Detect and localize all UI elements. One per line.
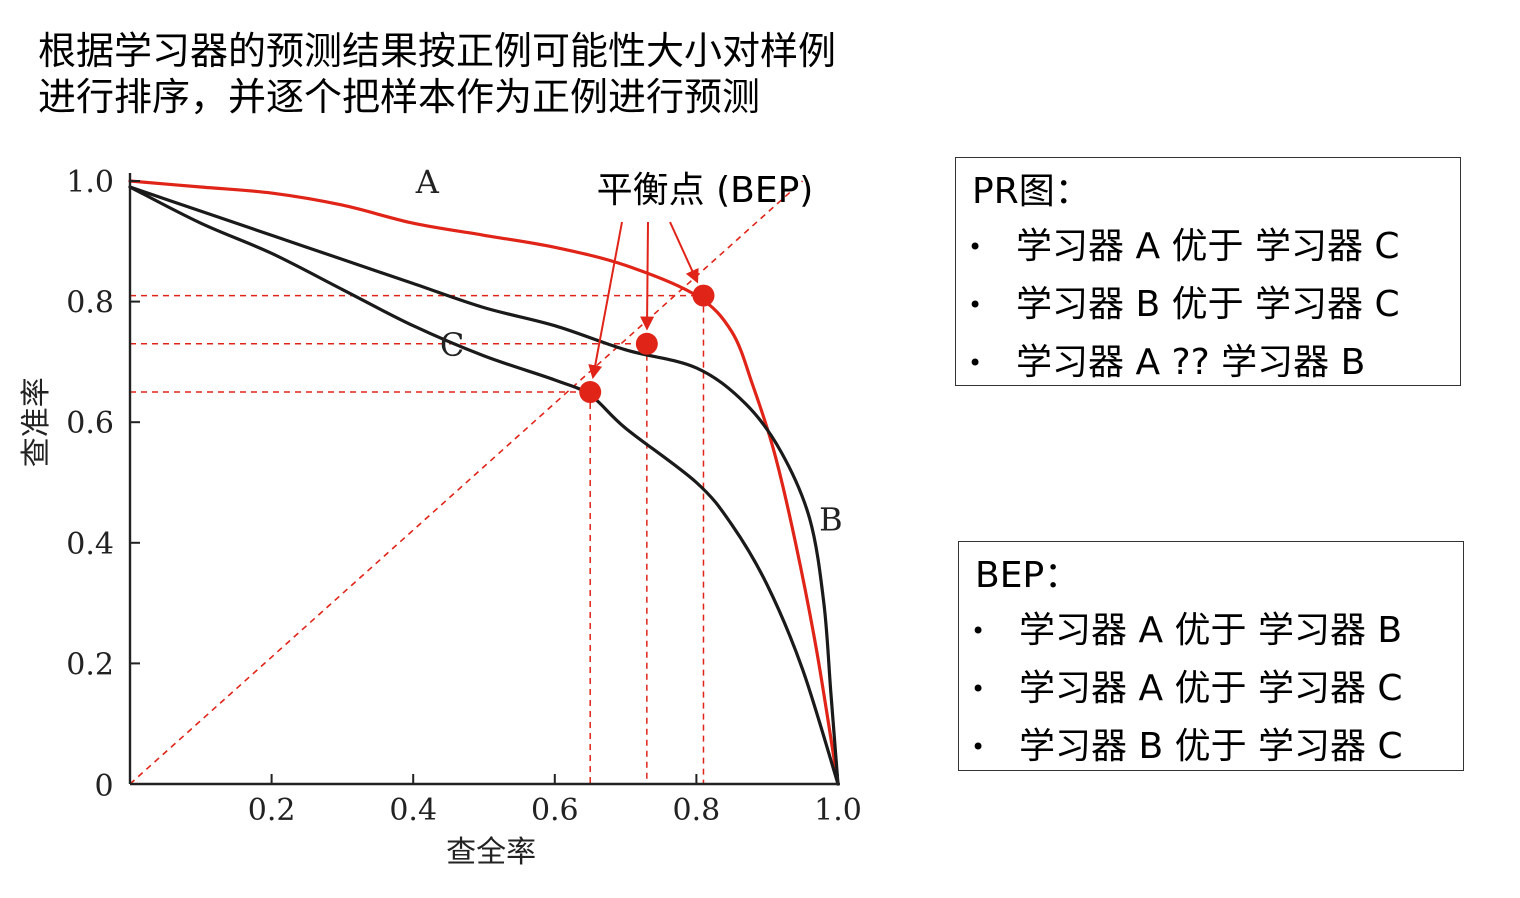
y-tick-label: 0.6 <box>66 406 114 441</box>
bep-point-B <box>635 332 658 355</box>
list-item: • 学习器 A ?? 学习器 B <box>968 334 1400 392</box>
series-label-A: A <box>415 163 440 201</box>
y-tick-label: 0.2 <box>66 647 114 682</box>
series-line-B <box>128 185 840 786</box>
pr-item-1: 学习器 A 优于 学习器 C <box>1016 226 1400 267</box>
label-layer: 0 0.2 0.4 0.6 0.8 1.0 0.2 0.4 0.6 0.8 1.0 查全率 查准率 A B C… <box>19 163 862 870</box>
bep-diagonal-line <box>129 180 804 785</box>
pr-comparison-box: PR图： • 学习器 A 优于 学习器 C • 学习器 B 优于 学习器 C • 学习… <box>955 157 1461 386</box>
y-tick-label: 0.8 <box>66 286 114 321</box>
series-line-C <box>128 185 840 786</box>
bep-arrow-C <box>588 221 623 380</box>
bep-box-title: BEP： <box>975 555 1081 596</box>
x-tick-label: 0 <box>94 769 113 804</box>
x-tick-label: 0.8 <box>673 793 721 828</box>
bep-layer <box>579 221 715 404</box>
bep-box-list: • 学习器 A 优于 学习器 B • 学习器 A 优于 学习器 C • 学习器 B 优… <box>971 602 1403 776</box>
series-label-C: C <box>440 326 464 364</box>
bep-item-2: 学习器 A 优于 学习器 C <box>1019 668 1403 709</box>
pr-box-title: PR图： <box>972 171 1091 212</box>
pr-item-2: 学习器 B 优于 学习器 C <box>1016 284 1400 325</box>
bep-point-C <box>579 381 602 404</box>
bep-annotation: 平衡点 (BEP) <box>597 170 814 211</box>
page-heading: 根据学习器的预测结果按正例可能性大小对样例 进行排序，并逐个把样本作为正例进行预… <box>38 28 836 120</box>
bullet-icon: • <box>968 349 983 377</box>
bep-item-1: 学习器 A 优于 学习器 B <box>1019 610 1403 651</box>
y-tick-label: 0.4 <box>66 527 114 562</box>
pr-box-list: • 学习器 A 优于 学习器 C • 学习器 B 优于 学习器 C • 学习器 A ?… <box>968 218 1400 392</box>
bullet-icon: • <box>971 617 986 645</box>
bep-comparison-box: BEP： • 学习器 A 优于 学习器 B • 学习器 A 优于 学习器 C • 学习… <box>958 541 1464 771</box>
bullet-icon: • <box>971 733 986 761</box>
list-item: • 学习器 A 优于 学习器 C <box>968 218 1400 276</box>
bullet-icon: • <box>971 675 986 703</box>
reference-layer <box>129 180 804 785</box>
list-item: • 学习器 A 优于 学习器 B <box>971 602 1403 660</box>
x-tick-label: 0.4 <box>389 793 437 828</box>
bullet-icon: • <box>968 291 983 319</box>
bep-arrow-B <box>640 221 655 331</box>
bep-arrow-A <box>669 221 699 284</box>
bep-point-A <box>692 284 715 307</box>
x-axis-title: 查全率 <box>446 835 536 870</box>
heading-line-1: 根据学习器的预测结果按正例可能性大小对样例 <box>38 29 837 73</box>
list-item: • 学习器 A 优于 学习器 C <box>971 660 1403 718</box>
pr-item-3: 学习器 A ?? 学习器 B <box>1016 342 1366 383</box>
bullet-icon: • <box>968 233 983 261</box>
heading-line-2: 进行排序，并逐个把样本作为正例进行预测 <box>38 75 761 119</box>
x-tick-label: 0.6 <box>531 793 579 828</box>
curve-layer <box>128 179 840 786</box>
series-label-B: B <box>819 501 843 539</box>
x-tick-label: 1.0 <box>814 793 862 828</box>
x-tick-label: 0.2 <box>248 793 296 828</box>
series-line-A <box>128 179 840 786</box>
axis-layer <box>128 173 840 786</box>
list-item: • 学习器 B 优于 学习器 C <box>968 276 1400 334</box>
y-tick-label: 1.0 <box>66 165 114 200</box>
list-item: • 学习器 B 优于 学习器 C <box>971 718 1403 776</box>
y-axis-title: 查准率 <box>19 377 54 467</box>
bep-item-3: 学习器 B 优于 学习器 C <box>1019 726 1403 767</box>
